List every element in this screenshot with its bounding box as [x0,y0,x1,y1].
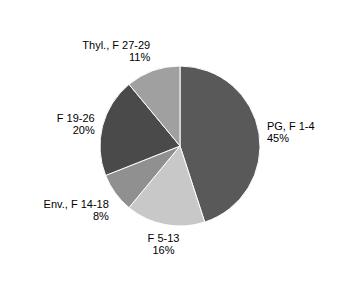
svg-text:F 5-1316%: F 5-1316% [148,232,180,256]
svg-text:Env., F 14-188%: Env., F 14-188% [44,198,109,222]
svg-text:PG, F 1-445%: PG, F 1-445% [267,120,315,144]
svg-text:F 19-2620%: F 19-2620% [57,112,95,136]
svg-text:Thyl., F 27-2911%: Thyl., F 27-2911% [82,39,150,63]
